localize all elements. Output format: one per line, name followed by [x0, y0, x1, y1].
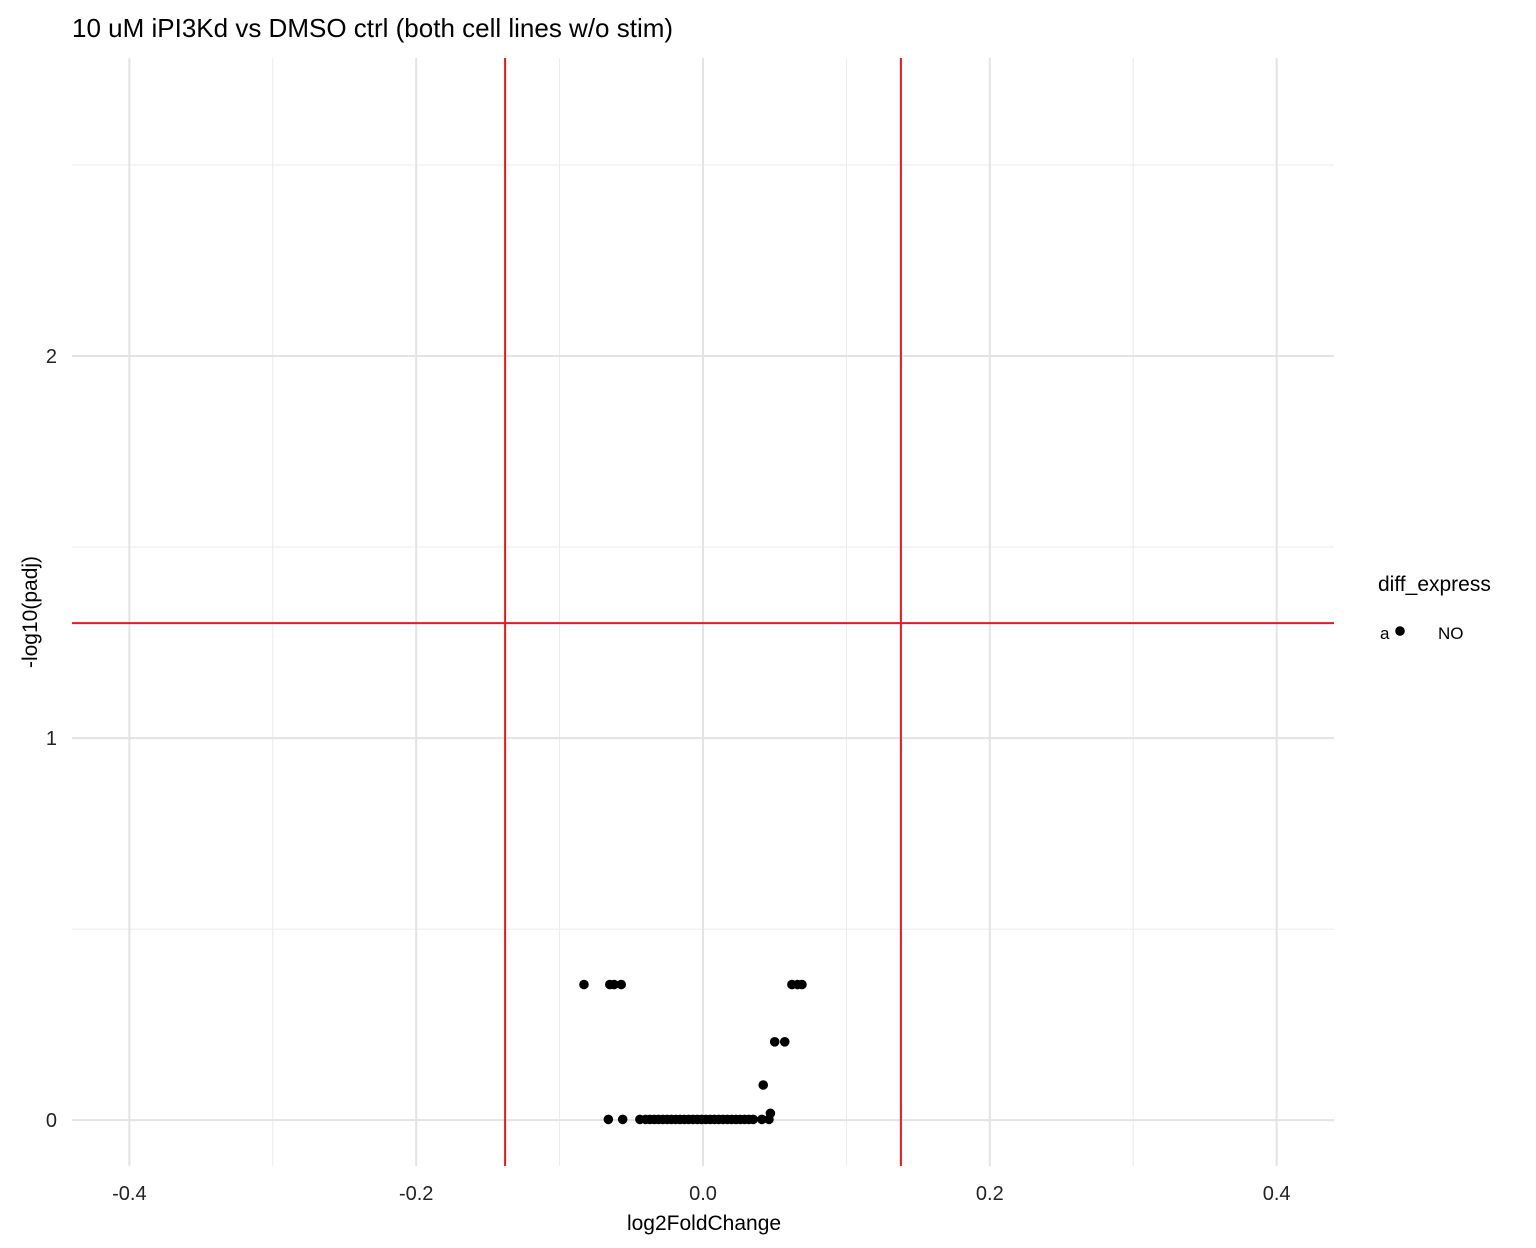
x-tick-label: 0.0: [689, 1183, 717, 1205]
y-tick-label: 1: [46, 728, 57, 750]
legend-key-point: [1395, 626, 1405, 636]
x-axis-title: log2FoldChange: [627, 1212, 781, 1235]
data-point: [797, 979, 807, 990]
x-tick-label: 0.4: [1263, 1183, 1291, 1205]
data-point: [609, 979, 619, 990]
grid: [72, 58, 1334, 1166]
legend-title: diff_express: [1378, 573, 1491, 596]
data-point: [769, 1037, 780, 1047]
data-points: [579, 979, 807, 1125]
data-point: [603, 1114, 614, 1125]
legend: diff_express a NO: [1378, 573, 1491, 643]
y-tick-label: 0: [46, 1110, 57, 1132]
legend-key-glyph-letter: a: [1380, 624, 1390, 643]
y-axis-ticks: 0 1 2: [46, 346, 57, 1132]
x-tick-label: -0.4: [112, 1183, 146, 1205]
data-point: [616, 979, 627, 990]
data-point: [748, 1114, 758, 1125]
data-point: [758, 1080, 769, 1090]
x-tick-label: 0.2: [976, 1183, 1004, 1205]
data-point: [756, 1114, 767, 1125]
data-point: [617, 1114, 628, 1125]
y-tick-label: 2: [46, 346, 57, 368]
legend-entry-label: NO: [1438, 624, 1464, 643]
data-point: [579, 979, 589, 990]
y-axis-title: -log10(padj): [19, 556, 42, 668]
x-axis-ticks: -0.4 -0.2 0.0 0.2 0.4: [112, 1183, 1290, 1205]
data-point: [779, 1037, 790, 1047]
reference-lines: [72, 58, 1334, 1166]
chart-title: 10 uM iPI3Kd vs DMSO ctrl (both cell lin…: [72, 13, 673, 43]
data-point: [764, 1114, 774, 1125]
x-tick-label: -0.2: [399, 1183, 433, 1205]
